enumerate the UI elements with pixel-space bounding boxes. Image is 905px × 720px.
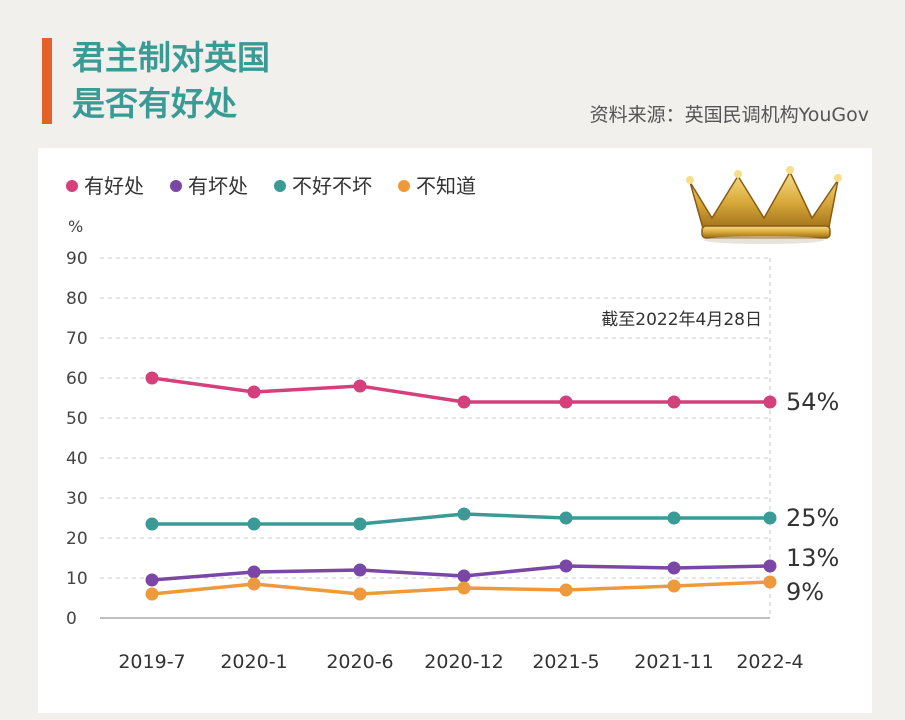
y-tick-label: 40 bbox=[66, 449, 88, 469]
x-tick-label: 2019-7 bbox=[118, 651, 185, 673]
end-value-label: 9% bbox=[786, 578, 824, 606]
data-point bbox=[247, 577, 261, 591]
date-annotation: 截至2022年4月28日 bbox=[601, 310, 762, 330]
data-point bbox=[353, 517, 367, 531]
y-axis-unit: % bbox=[68, 217, 83, 236]
data-point bbox=[763, 511, 777, 525]
data-point bbox=[667, 395, 681, 409]
data-point bbox=[667, 511, 681, 525]
y-tick-label: 0 bbox=[66, 609, 77, 629]
legend-label: 有坏处 bbox=[188, 174, 248, 198]
data-point bbox=[145, 371, 159, 385]
data-point bbox=[559, 559, 573, 573]
data-point bbox=[559, 583, 573, 597]
x-tick-label: 2021-11 bbox=[634, 651, 713, 673]
title-accent-bar bbox=[42, 38, 52, 124]
data-point bbox=[247, 565, 261, 579]
legend-label: 有好处 bbox=[84, 174, 144, 198]
data-point bbox=[145, 517, 159, 531]
y-tick-label: 90 bbox=[66, 249, 88, 269]
data-point bbox=[145, 573, 159, 587]
y-tick-label: 30 bbox=[66, 489, 88, 509]
legend-marker bbox=[274, 180, 286, 192]
data-point bbox=[763, 575, 777, 589]
data-point bbox=[763, 395, 777, 409]
y-tick-label: 80 bbox=[66, 289, 88, 309]
data-point bbox=[353, 379, 367, 393]
y-tick-label: 60 bbox=[66, 369, 88, 389]
x-tick-label: 2020-6 bbox=[326, 651, 393, 673]
data-point bbox=[667, 579, 681, 593]
y-tick-label: 70 bbox=[66, 329, 88, 349]
legend-marker bbox=[398, 180, 410, 192]
legend-label: 不知道 bbox=[416, 174, 476, 198]
y-tick-label: 20 bbox=[66, 529, 88, 549]
data-point bbox=[457, 569, 471, 583]
data-point bbox=[457, 395, 471, 409]
page-title-line1: 君主制对英国 bbox=[72, 38, 270, 77]
x-tick-label: 2021-5 bbox=[532, 651, 599, 673]
data-point bbox=[247, 385, 261, 399]
data-point bbox=[247, 517, 261, 531]
y-tick-label: 50 bbox=[66, 409, 88, 429]
page-title-line2: 是否有好处 bbox=[72, 84, 237, 123]
end-value-label: 54% bbox=[786, 388, 839, 416]
data-point bbox=[457, 507, 471, 521]
end-value-label: 13% bbox=[786, 544, 839, 572]
data-point bbox=[353, 563, 367, 577]
source-note: 资料来源：英国民调机构YouGov bbox=[589, 104, 869, 126]
x-tick-label: 2020-1 bbox=[220, 651, 287, 673]
data-point bbox=[559, 395, 573, 409]
y-tick-label: 10 bbox=[66, 569, 88, 589]
data-point bbox=[763, 559, 777, 573]
x-tick-label: 2022-4 bbox=[736, 651, 803, 673]
x-tick-label: 2020-12 bbox=[424, 651, 503, 673]
data-point bbox=[667, 561, 681, 575]
crown-icon bbox=[686, 166, 842, 244]
end-value-label: 25% bbox=[786, 504, 839, 532]
data-point bbox=[559, 511, 573, 525]
legend-label: 不好不坏 bbox=[292, 174, 372, 198]
data-point bbox=[353, 587, 367, 601]
legend-marker bbox=[66, 180, 78, 192]
data-point bbox=[457, 581, 471, 595]
legend-marker bbox=[170, 180, 182, 192]
data-point bbox=[145, 587, 159, 601]
